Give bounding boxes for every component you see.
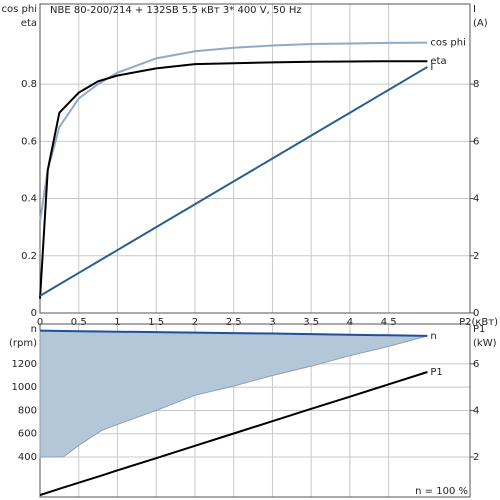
y2-tick-label: 4	[473, 194, 479, 205]
x-tick-label: 2	[192, 317, 198, 328]
x-tick-label: 4.5	[381, 317, 397, 328]
y-tick-label: 800	[18, 405, 37, 416]
x-tick-label: 1	[114, 317, 120, 328]
chart-title: NBE 80-200/214 + 132SB 5.5 кВт 3* 400 V,…	[50, 5, 302, 16]
x-tick-label: 2.5	[226, 317, 242, 328]
y-tick-label: 0.2	[21, 251, 37, 262]
y2-tick-label: 6	[473, 359, 479, 370]
x-tick-label: 3	[269, 317, 275, 328]
series-label: I	[430, 62, 433, 73]
x-tick-label: 1.5	[148, 317, 164, 328]
x-tick-label: 0.5	[71, 317, 87, 328]
series-line	[39, 41, 428, 222]
y2-tick-label: 4	[473, 405, 479, 416]
y2-axis-label: (A)	[473, 18, 488, 29]
y-axis-label: n	[31, 324, 37, 335]
y-axis-label: cos phi	[2, 4, 37, 15]
y2-tick-label: 0	[473, 308, 479, 319]
y2-tick-label: 2	[473, 452, 479, 463]
series-line	[39, 329, 428, 337]
y2-axis-label: (kW)	[473, 338, 497, 349]
x-axis-label: P2(кВт)	[459, 317, 498, 328]
y-tick-label: 0.4	[21, 194, 37, 205]
series-label: eta	[430, 56, 446, 67]
y-tick-label: 1200	[12, 359, 37, 370]
y-tick-label: 400	[18, 452, 37, 463]
series-label: cos phi	[430, 38, 465, 49]
y2-tick-label: 8	[473, 79, 479, 90]
x-tick-label: 4	[347, 317, 353, 328]
y-tick-label: 0.6	[21, 136, 37, 147]
series-line	[39, 66, 428, 297]
series-label: P1	[430, 367, 442, 378]
y-tick-label: 0.8	[21, 79, 37, 90]
y2-tick-label: 6	[473, 136, 479, 147]
y-axis-label: (rpm)	[9, 338, 37, 349]
y-tick-label: 1000	[12, 382, 37, 393]
y2-axis-label: P1	[473, 324, 485, 335]
annotation: n = 100 %	[415, 486, 468, 497]
x-tick-label: 3.5	[303, 317, 319, 328]
y2-axis-label: I	[473, 4, 476, 15]
series-label: n	[430, 331, 436, 342]
y2-tick-label: 2	[473, 251, 479, 262]
plot-frame	[39, 3, 471, 314]
x-tick-label: 0	[37, 317, 43, 328]
series-line	[39, 60, 428, 299]
series-line	[39, 371, 428, 496]
y-axis-label: eta	[21, 18, 37, 29]
y-tick-label: 600	[18, 429, 37, 440]
y-tick-label: 0	[31, 308, 37, 319]
